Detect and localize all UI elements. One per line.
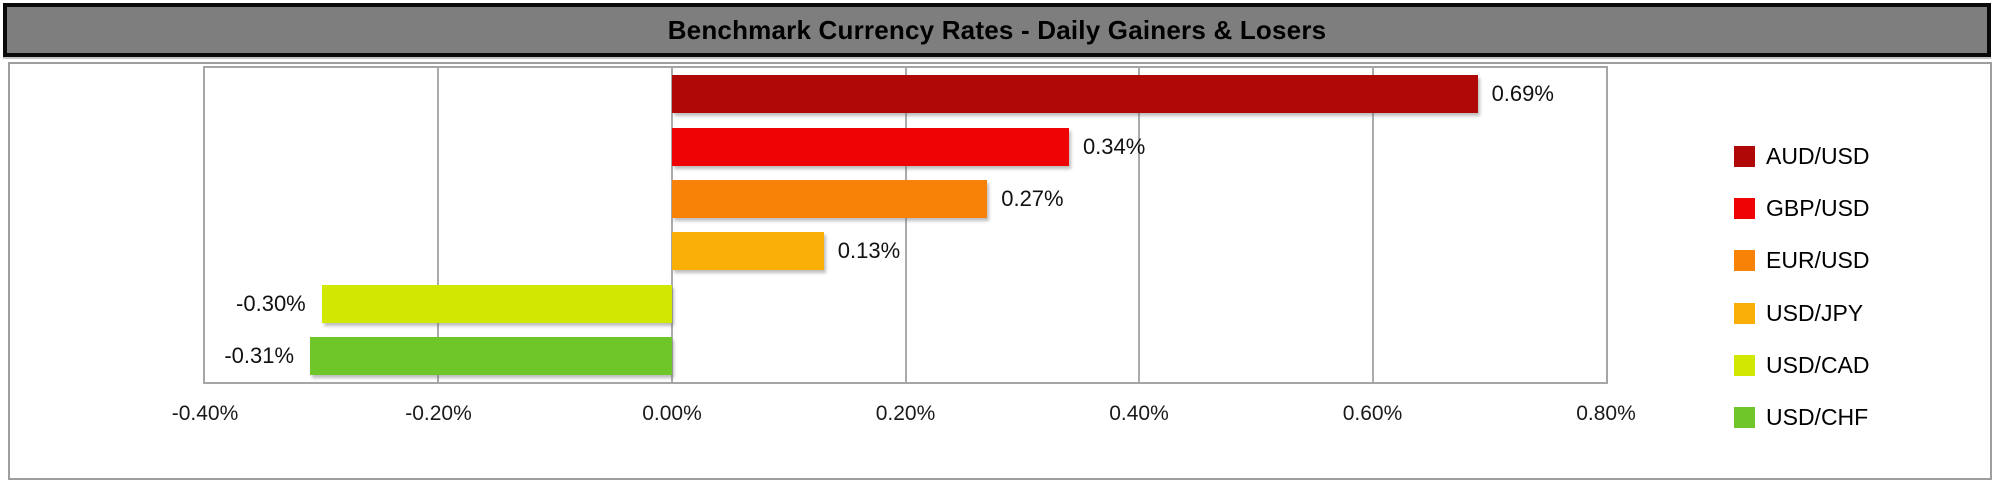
legend-label: USD/CHF (1766, 404, 1869, 431)
bar-aud-usd (672, 75, 1478, 114)
plot-area: 0.69% 0.34% 0.27% 0.13% -0.30% -0.31% -0.40% -… (172, 66, 1636, 425)
legend-entry-usd-jpy: USD/JPY (1734, 287, 1870, 339)
legend-swatch-icon (1734, 250, 1755, 272)
x-tick-label: 0.80% (1576, 402, 1636, 425)
x-tick-label: 0.20% (875, 402, 936, 425)
bar-usd-chf (310, 336, 672, 375)
legend-entry-aud-usd: AUD/USD (1734, 130, 1870, 182)
chart-area: 0.69% 0.34% 0.27% 0.13% -0.30% -0.31% -0.40% -… (8, 62, 1992, 480)
gridline (437, 68, 440, 382)
gridline (670, 68, 673, 382)
legend-entry-eur-usd: EUR/USD (1734, 235, 1870, 287)
bar-usd-cad (321, 284, 672, 323)
legend-entry-usd-chf: USD/CHF (1734, 392, 1870, 444)
gridline (1137, 68, 1140, 382)
x-tick-label: -0.40% (171, 402, 239, 425)
legend-label: GBP/USD (1766, 194, 1870, 221)
x-tick-label: 0.40% (1109, 402, 1169, 425)
bar-usd-jpy (672, 232, 824, 271)
legend-swatch-icon (1734, 197, 1755, 219)
bar-value-label-gbp-usd: 0.34% (1082, 133, 1146, 159)
gridline (904, 68, 907, 382)
bar-value-label-usd-chf: -0.31% (224, 342, 295, 368)
bar-value-label-aud-usd: 0.69% (1491, 81, 1554, 107)
legend-swatch-icon (1734, 145, 1755, 167)
legend-label: EUR/USD (1766, 247, 1870, 274)
chart-title-bar: Benchmark Currency Rates - Daily Gainers… (3, 3, 1991, 57)
legend-label: USD/JPY (1766, 299, 1864, 326)
chart-title: Benchmark Currency Rates - Daily Gainers… (667, 14, 1327, 45)
legend-swatch-icon (1734, 302, 1755, 324)
legend-swatch-icon (1734, 354, 1755, 376)
x-tick-label: 0.00% (642, 402, 702, 425)
gridline (1371, 68, 1374, 382)
legend: AUD/USD GBP/USD EUR/USD USD/JPY USD/CAD USD/C… (1734, 130, 1870, 444)
bar-eur-usd (672, 179, 988, 218)
x-tick-label: 0.60% (1342, 402, 1403, 425)
bar-value-label-usd-cad: -0.30% (236, 290, 306, 316)
x-tick-label: -0.20% (405, 402, 472, 425)
legend-swatch-icon (1734, 407, 1755, 429)
bar-value-label-eur-usd: 0.27% (1001, 185, 1064, 211)
legend-label: USD/CAD (1766, 351, 1870, 378)
legend-entry-usd-cad: USD/CAD (1734, 339, 1870, 391)
bar-gbp-usd (672, 127, 1069, 166)
bar-value-label-usd-jpy: 0.13% (837, 238, 901, 264)
legend-label: AUD/USD (1766, 142, 1870, 169)
legend-entry-gbp-usd: GBP/USD (1734, 182, 1870, 234)
